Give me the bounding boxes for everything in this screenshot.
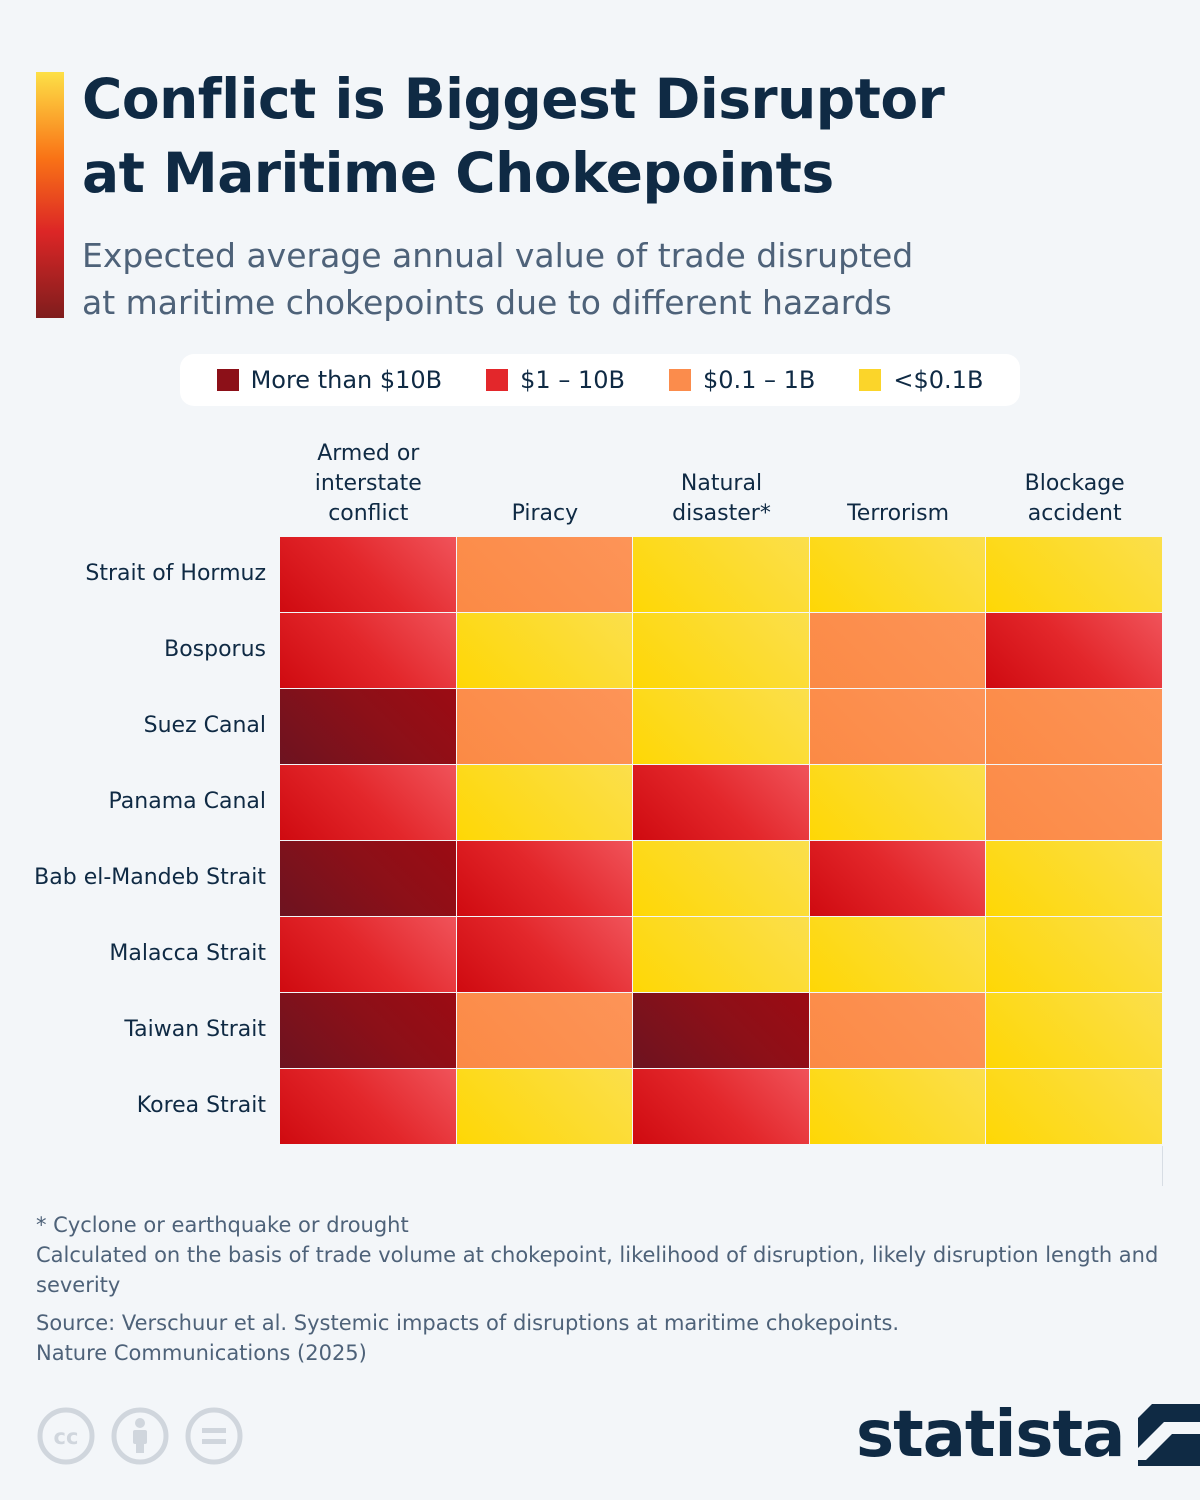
heatmap-cell [633,917,809,992]
heatmap-cell [809,537,986,612]
footnote-asterisk: * Cyclone or earthquake or drought [36,1213,409,1237]
legend-swatch-under-0-1b [859,369,882,391]
column-header: Armed or interstate conflict [280,439,457,529]
heatmap-cell [633,613,809,688]
legend-item: $1 – 10B [486,366,625,394]
legend-item: <$0.1B [859,366,983,394]
heatmap-cell [809,917,986,992]
footnotes: * Cyclone or earthquake or drought Calcu… [36,1210,1166,1300]
heatmap-cell [986,613,1162,688]
heatmap-cell [986,537,1162,612]
subtitle-line-1: Expected average annual value of trade d… [82,236,914,275]
heatmap-cell [986,917,1162,992]
column-header-line: Terrorism [847,501,950,526]
row-label: Panama Canal [108,789,266,814]
legend-label: $0.1 – 1B [702,366,816,394]
brand-name: statista [856,1398,1125,1472]
heatmap-cell [456,689,633,764]
license-icons: cc [36,1406,244,1466]
column-header-line: Piracy [511,501,579,526]
no-derivatives-icon[interactable] [184,1406,244,1466]
heatmap-cell [633,993,809,1068]
heatmap-cell [280,1069,456,1144]
heatmap-cell [809,841,986,916]
heatmap-cell [633,841,809,916]
heatmap-cell [809,993,986,1068]
heatmap-cell [986,993,1162,1068]
heatmap-cell [633,689,809,764]
svg-text:cc: cc [54,1425,79,1449]
source-note: Source: Verschuur et al. Systemic impact… [36,1308,1166,1368]
subtitle: Expected average annual value of trade d… [82,232,1172,326]
column-header: Piracy [457,499,634,529]
legend-label: <$0.1B [893,366,984,394]
legend-swatch-0-1-1b [668,369,691,391]
page-title: Conflict is Biggest Disruptor at Maritim… [82,62,1172,210]
column-header-line: disaster* [672,501,771,526]
heatmap-cell [456,537,633,612]
statista-brand[interactable]: statista [856,1398,1200,1472]
column-header-line: Blockage [1024,471,1125,496]
statista-logo-icon [1138,1404,1200,1466]
title-line-2: at Maritime Chokepoints [82,141,834,205]
attribution-icon[interactable] [110,1406,170,1466]
heatmap-cell [986,841,1162,916]
heatmap-cell [809,1069,986,1144]
heatmap-cell [456,613,633,688]
row-label: Korea Strait [136,1093,266,1118]
legend-label: $1 – 10B [520,366,625,394]
legend-item: $0.1 – 1B [668,366,816,394]
title-line-1: Conflict is Biggest Disruptor [82,67,945,131]
column-header-line: accident [1027,501,1122,526]
heatmap-cell [456,1069,633,1144]
column-header-line: conflict [328,501,409,526]
row-label: Malacca Strait [109,941,266,966]
legend-item: More than $10B [216,366,443,394]
heatmap-cell [280,765,456,840]
row-label: Bosporus [164,637,266,662]
source-line-1: Source: Verschuur et al. Systemic impact… [36,1311,900,1335]
heatmap-cell [280,537,456,612]
heatmap-cell [986,689,1162,764]
heatmap-cell [280,689,456,764]
row-label: Strait of Hormuz [85,561,266,586]
column-header: Natural disaster* [633,469,810,529]
row-label: Bab el-Mandeb Strait [34,865,266,890]
row-label: Suez Canal [143,713,266,738]
row-label: Taiwan Strait [124,1017,266,1042]
heatmap-cell [280,613,456,688]
column-header: Blockage accident [986,469,1163,529]
legend-label: More than $10B [250,366,443,394]
heatmap-cell [456,841,633,916]
heatmap-cell [456,765,633,840]
heatmap-cell [633,765,809,840]
column-header: Terrorism [810,499,987,529]
grid-axis-line [1162,1146,1163,1186]
heatmap-cell [986,1069,1162,1144]
cc-icon[interactable]: cc [36,1406,96,1466]
column-header-line: Natural [680,471,763,496]
heatmap-cell [456,993,633,1068]
accent-bar [36,72,64,318]
column-header-line: interstate [314,471,422,496]
heatmap-cell [809,689,986,764]
footnote-calculation: Calculated on the basis of trade volume … [36,1243,1159,1297]
legend-swatch-more-than-10b [216,369,239,391]
legend-swatch-1-10b [486,369,509,391]
heatmap-cell [809,765,986,840]
heatmap-cell [633,1069,809,1144]
source-line-2: Nature Communications (2025) [36,1341,367,1365]
legend: More than $10B $1 – 10B $0.1 – 1B <$0.1B [180,354,1020,406]
subtitle-line-2: at maritime chokepoints due to different… [82,283,892,322]
heatmap-cell [280,917,456,992]
heatmap-cell [456,917,633,992]
heatmap-cell [280,993,456,1068]
heatmap-cell [633,537,809,612]
heatmap-cell [986,765,1162,840]
column-header-line: Armed or [317,441,420,466]
heatmap-cell [809,613,986,688]
heatmap-cell [280,841,456,916]
